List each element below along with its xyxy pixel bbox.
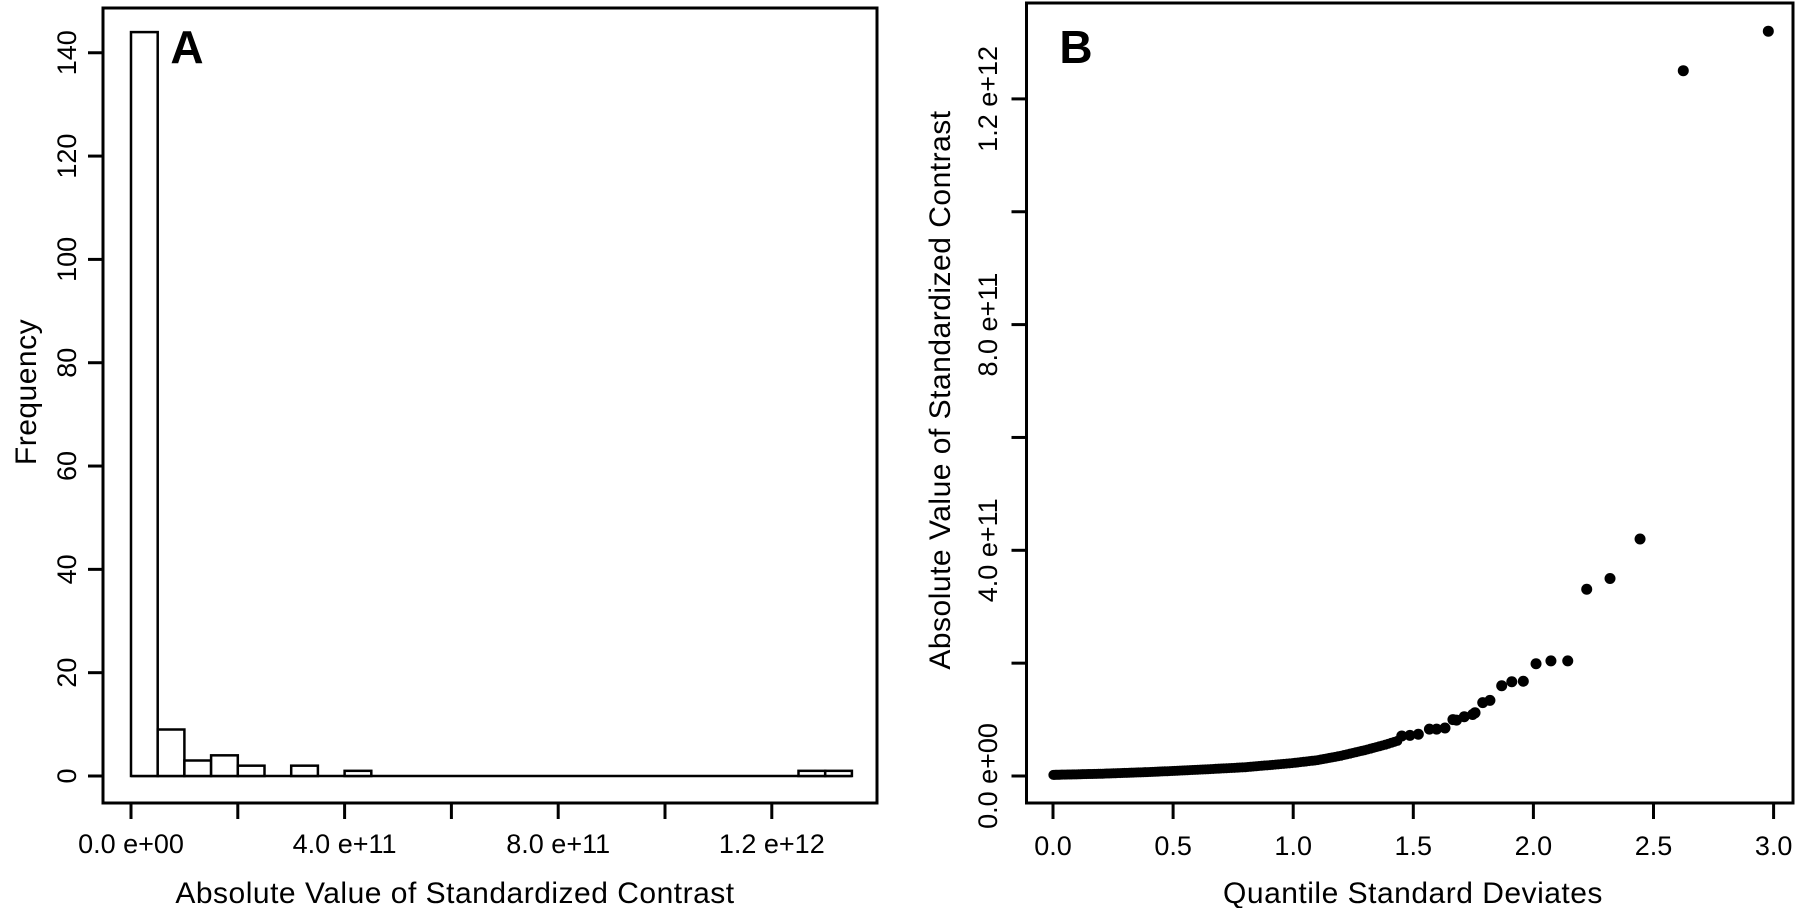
scatter-outlier-point (1484, 694, 1496, 706)
tick-label: 20 (52, 658, 82, 688)
tick-label: 120 (52, 134, 82, 179)
histogram-bar (343, 769, 373, 778)
scatter-outlier-point (1581, 583, 1593, 595)
histogram-bar (129, 30, 159, 778)
scatter-outlier-point (1506, 676, 1518, 688)
scatter-outlier-point (1458, 711, 1470, 723)
tick-label: 80 (52, 348, 82, 378)
histogram-bar (823, 769, 854, 778)
tick-label: 0.0 (1034, 831, 1072, 861)
histogram-bar (289, 764, 320, 778)
scatter-outlier-point (1562, 655, 1574, 667)
tick-label: 1.0 (1274, 831, 1312, 861)
scatter-outlier-point (1431, 723, 1443, 735)
panel-a-x-axis-title: Absolute Value of Standardized Contrast (175, 877, 734, 908)
scatter-outlier-point (1412, 728, 1424, 740)
tick-label: 2.0 (1515, 831, 1553, 861)
scatter-outlier-point (1530, 658, 1542, 670)
tick-label: 2.5 (1635, 831, 1673, 861)
scatter-outlier-point (1396, 730, 1408, 742)
tick-label: 0.5 (1154, 831, 1192, 861)
panel-a-letter: A (170, 21, 203, 73)
tick-label: 100 (52, 237, 82, 282)
panel-b-plot-area: 0.0 e+00 4.0 e+11 8.0 e+11 1.2 e+12 0.0 0.5 1.… (973, 1, 1795, 861)
panel-b-y-axis-title: Absolute Value of Standardized Contrast (924, 110, 957, 669)
scatter-outlier-point (1762, 25, 1774, 37)
histogram-bar (209, 754, 240, 778)
plot-box (1025, 1, 1795, 805)
tick-label: 3.0 (1755, 831, 1793, 861)
tick-label: 40 (52, 554, 82, 584)
plot-box (101, 6, 879, 805)
histogram-bar (183, 759, 213, 778)
tick-label: 8.0 e+11 (973, 273, 1003, 377)
tick-label: 1.2 e+12 (719, 829, 825, 859)
panel-b-letter: B (1059, 21, 1092, 73)
tick-label: 8.0 e+11 (506, 829, 610, 859)
tick-label: 4.0 e+11 (973, 498, 1003, 602)
scatter-outlier-point (1545, 655, 1557, 667)
scatter-outlier-point (1634, 533, 1646, 545)
tick-label: 0.0 e+00 (973, 723, 1003, 829)
scatter-outlier-point (1469, 707, 1481, 719)
histogram-bar (797, 769, 827, 778)
scatter-outlier-point (1439, 722, 1451, 734)
tick-label: 1.2 e+12 (973, 46, 1003, 152)
tick-label: 0.0 e+00 (78, 829, 184, 859)
panel-a-y-axis-title: Frequency (10, 319, 43, 465)
tick-label: 140 (52, 30, 82, 75)
panel-a-plot-area: 0 20 40 60 80 100 120 140 0.0 e+00 4.0 e+11 8.0 e+… (52, 6, 879, 859)
tick-label: 60 (52, 451, 82, 481)
scatter-outlier-point (1404, 729, 1416, 741)
scatter-outlier-point (1496, 680, 1508, 692)
scatter-outlier-point (1517, 675, 1529, 687)
scatter-outlier-point (1677, 65, 1689, 77)
panel-b-x-axis-title: Quantile Standard Deviates (1223, 877, 1603, 908)
scatter-outlier-point (1604, 573, 1616, 585)
histogram-bar (156, 728, 186, 778)
tick-label: 1.5 (1395, 831, 1433, 861)
histogram-bar (236, 764, 266, 778)
tick-label: 0 (52, 768, 82, 783)
tick-label: 4.0 e+11 (293, 829, 397, 859)
